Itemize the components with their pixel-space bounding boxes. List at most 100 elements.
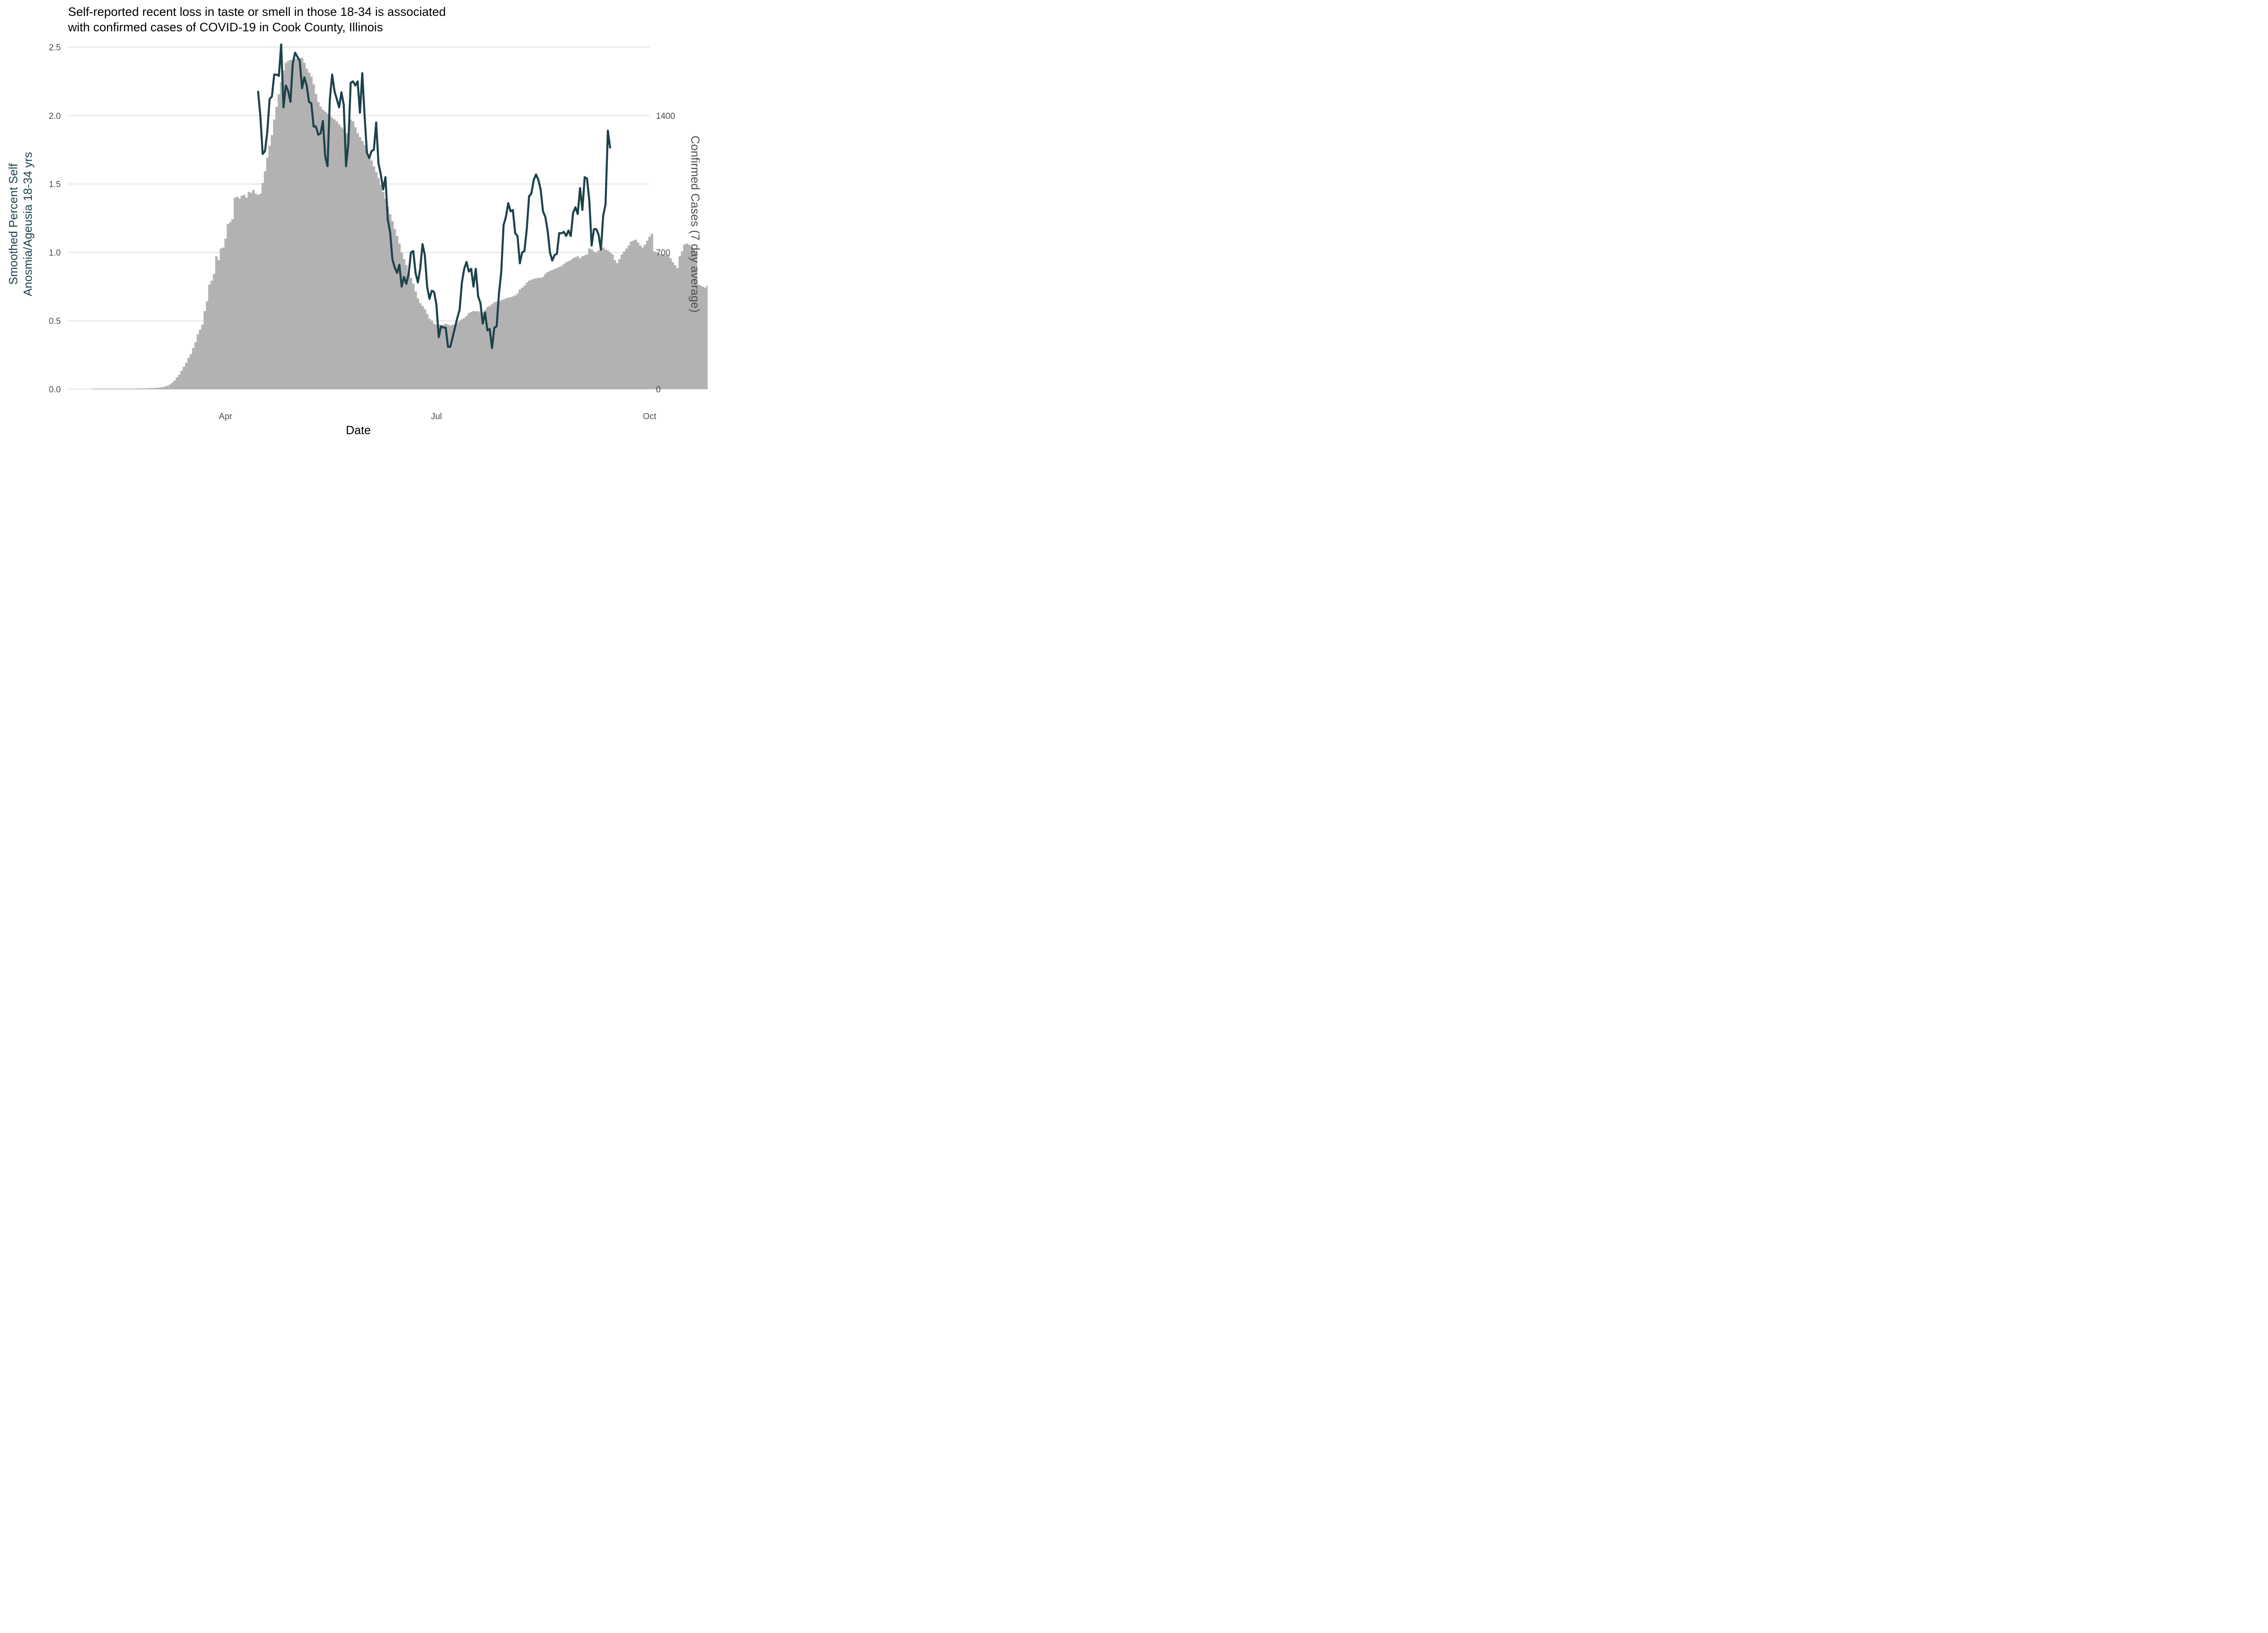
case-bar	[384, 198, 387, 389]
case-bar	[296, 58, 299, 390]
case-bar	[468, 313, 470, 389]
case-bar	[565, 262, 568, 389]
case-bar	[577, 256, 579, 389]
case-bar	[618, 259, 621, 389]
case-bar	[660, 254, 663, 389]
case-bar	[141, 388, 144, 389]
case-bar	[375, 172, 378, 389]
left-tick-label: 1.5	[49, 180, 61, 190]
case-bar	[379, 185, 382, 389]
case-bar	[653, 251, 656, 389]
case-bar	[414, 291, 417, 389]
case-bar	[224, 239, 227, 389]
case-bar	[548, 271, 552, 389]
case-bar	[512, 296, 514, 389]
case-bar	[303, 63, 306, 390]
case-bar	[298, 58, 301, 389]
case-bar	[345, 133, 347, 390]
case-bar	[220, 248, 223, 389]
case-bar	[465, 316, 468, 389]
x-tick-label: Oct	[643, 412, 656, 421]
case-bar	[636, 242, 640, 389]
case-bar	[259, 194, 262, 389]
x-axis-ticks: Apr Jul Oct	[219, 412, 657, 421]
case-bar	[354, 127, 357, 389]
case-bar	[187, 358, 190, 389]
case-bar	[551, 270, 554, 389]
case-bar	[516, 293, 519, 389]
case-bar	[372, 166, 376, 389]
case-bar	[586, 254, 588, 389]
case-bar	[634, 240, 637, 389]
case-bar	[312, 84, 315, 390]
case-bar	[275, 107, 278, 389]
case-bar	[706, 285, 708, 389]
case-bar	[310, 76, 313, 389]
case-bar	[192, 348, 195, 389]
case-bar	[530, 279, 533, 389]
case-bar	[377, 178, 380, 389]
case-bar	[572, 258, 575, 389]
case-bar	[252, 190, 255, 389]
case-bar	[440, 325, 443, 389]
case-bar	[600, 248, 602, 389]
case-bar	[349, 119, 352, 389]
case-bar	[180, 371, 183, 389]
case-bar	[359, 137, 362, 389]
case-bar	[146, 388, 148, 389]
case-bar	[178, 374, 181, 389]
case-bar	[291, 60, 294, 389]
case-bar	[217, 260, 220, 389]
case-bar	[199, 329, 202, 389]
right-tick-label: 0	[656, 385, 661, 395]
case-bar	[257, 195, 259, 389]
case-bar	[370, 160, 373, 389]
case-bar	[403, 259, 406, 389]
case-bar	[176, 377, 178, 389]
case-bar	[164, 386, 167, 389]
case-bar	[581, 256, 584, 389]
case-bar	[493, 302, 496, 389]
case-bar	[194, 342, 197, 389]
case-bar	[553, 269, 556, 389]
case-bar	[148, 388, 151, 389]
case-bar	[407, 273, 410, 389]
case-bar	[454, 324, 456, 389]
case-bar	[456, 323, 459, 389]
case-bar	[444, 323, 447, 389]
case-bar	[305, 68, 308, 389]
case-bar	[521, 287, 523, 389]
case-bar	[437, 324, 440, 389]
case-bar	[152, 388, 155, 389]
case-bar	[502, 299, 505, 389]
case-bar	[560, 266, 563, 389]
case-bar	[627, 245, 630, 389]
case-bar	[287, 61, 290, 389]
case-bar	[331, 117, 334, 389]
case-bar	[182, 367, 186, 389]
chart-title-line-1: Self-reported recent loss in taste or sm…	[68, 5, 446, 19]
case-bar	[537, 278, 540, 389]
case-bar	[166, 386, 169, 389]
case-bar	[247, 191, 250, 389]
case-bar	[671, 262, 674, 389]
case-bar	[630, 241, 633, 389]
case-bar	[694, 250, 698, 389]
case-bar	[386, 206, 389, 389]
left-tick-label: 0.5	[49, 317, 61, 326]
case-bar	[504, 298, 508, 389]
case-bar	[683, 244, 686, 389]
case-bar	[451, 324, 454, 389]
case-bar	[433, 323, 435, 389]
case-bar	[155, 387, 157, 389]
anosmia-line-group	[257, 43, 611, 349]
case-bar	[278, 94, 280, 389]
case-bar	[231, 219, 234, 389]
case-bar	[185, 362, 188, 389]
case-bar	[340, 127, 343, 389]
left-tick-label: 0.0	[49, 385, 61, 395]
case-bar	[688, 244, 690, 389]
case-bar	[674, 265, 677, 389]
left-tick-label: 2.0	[49, 112, 61, 121]
case-bar	[701, 286, 704, 389]
